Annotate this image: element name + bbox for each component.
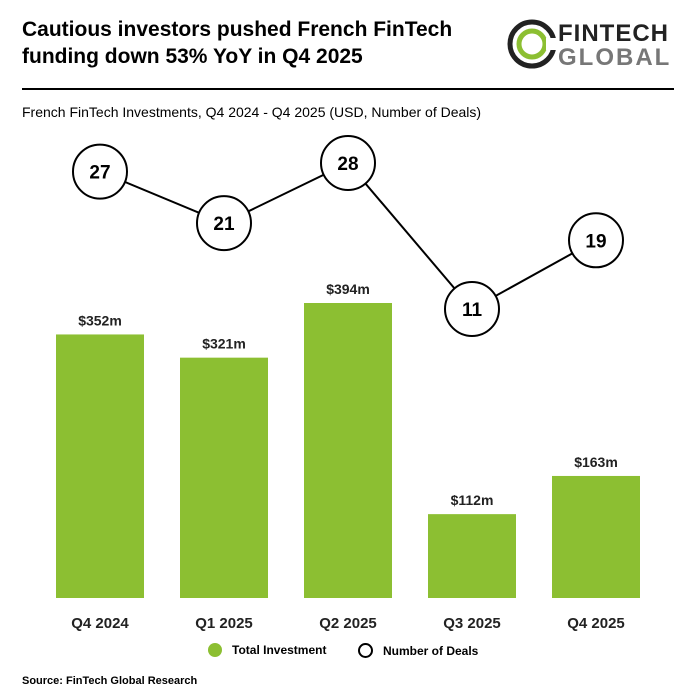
category-label-5: Q4 2025 [567,615,625,632]
header-divider [22,88,674,90]
legend-item-deals: Number of Deals [358,643,478,658]
deals-marker-2 [196,195,252,252]
category-label-4: Q3 2025 [443,615,501,632]
deals-value-label-4: 11 [462,300,483,321]
legend-item-investment: Total Investment [208,643,326,657]
logo-text-global: GLOBAL [558,44,672,71]
chart: $352m Q4 2024 $321m Q1 2025 $394m Q2 2025 $112… [56,135,640,632]
deals-marker-3 [320,135,376,191]
deals-value-label-5: 19 [585,231,606,252]
category-label-2: Q1 2025 [195,615,253,632]
bar-value-label-5: $163m [574,454,618,470]
bar-value-label-3: $394m [326,281,370,297]
deals-marker-1 [72,143,128,200]
bar-5 [552,475,640,598]
deals-value-label-1: 27 [89,163,110,184]
bar-4 [428,514,516,598]
legend-swatch-investment [208,643,222,657]
bar-1 [56,334,144,598]
legend-label-deals: Number of Deals [383,643,479,658]
logo-text-fintech: FINTECH [558,20,669,47]
bar-value-label-4: $112m [451,492,494,508]
bar-value-label-2: $321m [202,336,246,352]
fintech-global-logo: FINTECH GLOBAL [506,14,678,74]
bar-3 [304,303,392,598]
source-note: Source: FinTech Global Research [22,675,198,687]
bar-value-label-1: $352m [78,312,122,328]
category-label-1: Q4 2024 [71,615,129,632]
bar-2 [180,357,268,598]
legend-label-investment: Total Investment [232,643,327,657]
chart-title: French FinTech Investments, Q4 2024 - Q4… [22,104,482,120]
logo-mark-icon [507,19,560,69]
deals-value-label-2: 21 [213,214,235,235]
deals-marker-5 [568,212,624,269]
headline: Cautious investors pushed French FinTech… [22,18,453,68]
category-label-3: Q2 2025 [319,615,377,632]
legend-swatch-deals [358,643,373,658]
deals-marker-4 [444,281,500,337]
deals-value-label-3: 28 [337,154,358,175]
